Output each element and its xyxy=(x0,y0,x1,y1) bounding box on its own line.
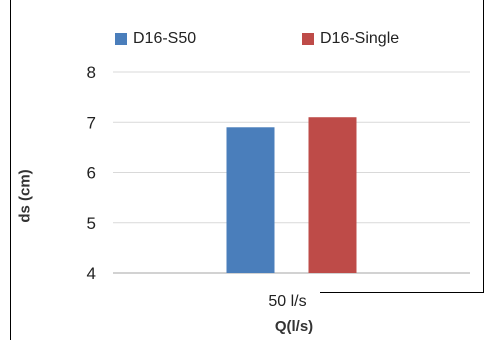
y-tick-label-5: 5 xyxy=(87,214,96,233)
frame-right-border xyxy=(483,0,484,292)
legend-swatch-s50 xyxy=(115,33,127,45)
legend-label-s50: D16-S50 xyxy=(133,30,197,47)
legend-label-single: D16-Single xyxy=(320,30,400,47)
y-tick-label-8: 8 xyxy=(87,63,96,82)
legend-item-single: D16-Single xyxy=(302,30,399,48)
y-tick-label-6: 6 xyxy=(87,164,96,183)
legend: D16-S50 D16-Single xyxy=(0,30,494,54)
bar-s50 xyxy=(226,127,275,274)
y-axis-title: ds (cm) xyxy=(16,169,34,223)
frame-left-border xyxy=(10,0,11,340)
frame-bottom-border xyxy=(320,292,484,293)
y-tick-label-7: 7 xyxy=(87,113,96,132)
legend-item-s50: D16-S50 xyxy=(115,30,196,48)
legend-swatch-single xyxy=(302,33,314,45)
x-tick-label: 50 l/s xyxy=(268,293,306,310)
bar-single xyxy=(308,117,357,273)
y-tick-label-4: 4 xyxy=(87,264,96,283)
x-axis-title: Q(l/s) xyxy=(274,318,314,335)
